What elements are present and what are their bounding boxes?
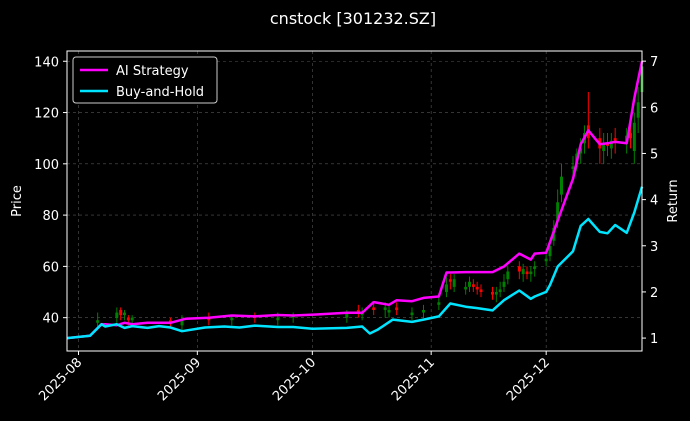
y-axis-label-right: Return [666,179,681,222]
candle-body [632,122,636,151]
candle-body [230,317,234,321]
legend-label-ai-strategy: AI Strategy [116,64,189,79]
candle-body [119,309,123,316]
y-tick-label-right: 4 [650,194,658,209]
candle-body [475,286,479,290]
candle-body [437,302,441,305]
candle-body [356,309,360,313]
candle-body [609,140,613,149]
y-tick-label-right: 7 [650,55,658,70]
legend: AI Strategy Buy-and-Hold [72,56,218,104]
candle-body [502,281,506,287]
candle-body [130,317,134,321]
candle-body [571,166,575,169]
candle-body [276,317,280,321]
series-line-buy-and-hold [66,186,644,340]
candle-body [96,320,100,323]
candle-body [115,312,119,318]
candle-body [123,312,126,316]
y-axis-right: 1 2 3 4 5 6 7 [642,55,658,347]
candle-body [372,307,376,310]
candle-body [383,307,387,310]
candle-body [636,102,640,118]
candle-body [452,279,456,287]
candle-body [445,284,448,293]
legend-box [72,56,218,104]
y-axis-label-left: Price [10,185,25,217]
series-lines [66,60,644,340]
candle-body [494,292,498,295]
candle-body [479,289,483,293]
candle-body [468,281,471,287]
y-tick-label-left: 120 [34,107,59,122]
series-line-ai-strategy [66,60,644,340]
candle-body [521,268,525,275]
candle-body [491,292,494,295]
candle-body [410,312,414,316]
y-tick-label-right: 1 [650,332,658,347]
candle-body [498,289,502,293]
y-tick-label-right: 5 [650,147,658,162]
candle-body [517,266,521,272]
candle-body [395,307,399,310]
y-tick-label-left: 60 [42,260,59,275]
candle-body [126,317,130,321]
candle-body [544,258,548,262]
plot-frame [66,50,643,352]
y-tick-label-right: 3 [650,240,658,255]
candle-body [548,245,552,257]
y-tick-label-right: 2 [650,286,658,301]
y-tick-label-left: 140 [34,55,59,70]
candle-body [448,279,452,282]
y-tick-label-left: 80 [42,209,59,224]
y-tick-label-left: 40 [42,312,59,327]
candle-body [471,284,475,287]
y-tick-label-left: 100 [34,158,59,173]
candle-body [560,176,563,195]
y-tick-label-right: 6 [650,101,658,116]
candle-body [629,133,632,139]
candle-body [613,138,617,141]
candle-body [525,271,529,275]
candle-body [506,271,510,280]
candle-body [180,320,184,326]
candle-body [579,148,583,154]
candle-body [606,143,609,146]
candle-body [529,271,533,275]
candle-body [556,202,560,221]
candle-body [602,143,606,151]
candle-body [387,309,391,313]
chart-title: cnstock [301232.SZ] [270,9,436,28]
y-axis-left: 40 60 80 100 120 140 [34,55,67,327]
candle-body [533,266,537,269]
legend-label-buy-and-hold: Buy-and-Hold [116,85,204,100]
candle-body [345,312,349,318]
candle-body [464,286,468,290]
candle-body [422,309,425,313]
